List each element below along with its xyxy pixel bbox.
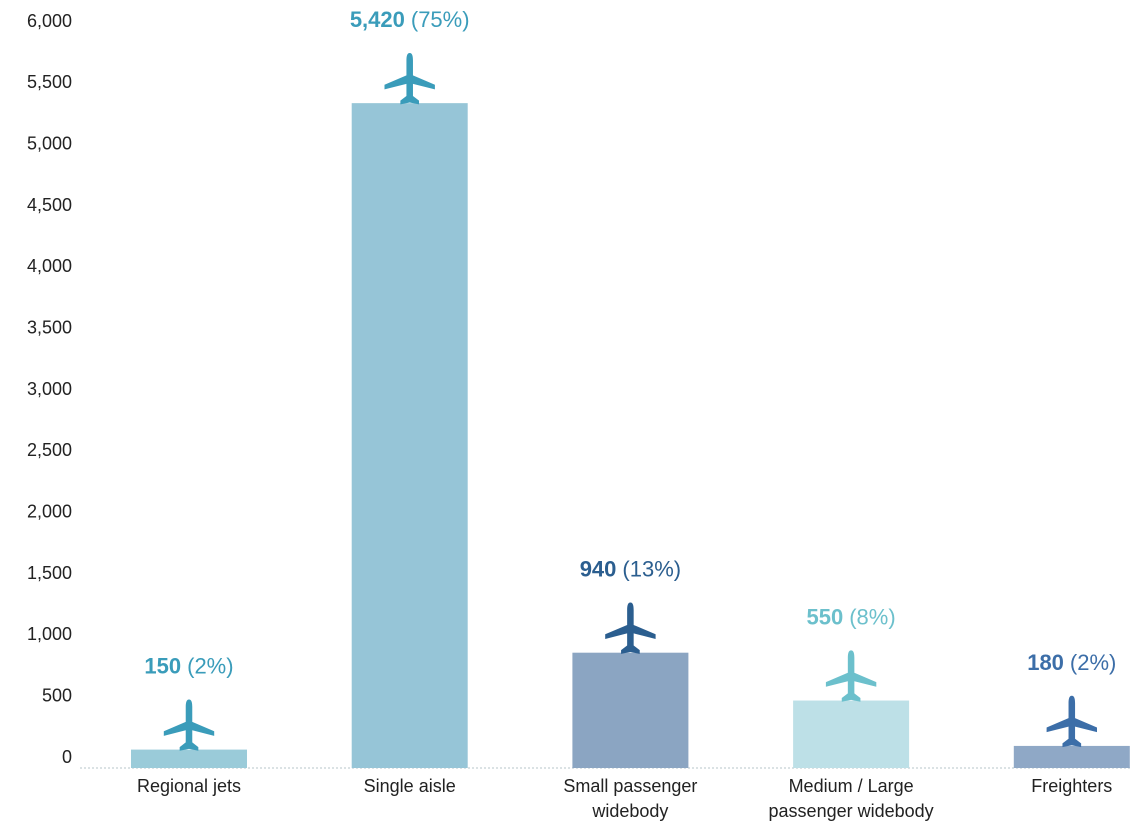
value-label: 180 (2%) <box>1027 650 1116 675</box>
y-tick-label: 3,000 <box>27 379 72 399</box>
bar <box>793 700 910 768</box>
value-label: 550 (8%) <box>807 604 896 629</box>
share-label: (2%) <box>187 653 233 678</box>
y-tick-label: 6,000 <box>27 11 72 31</box>
value-number: 5,420 <box>350 7 405 32</box>
x-tick-label: Medium / Large <box>789 776 914 796</box>
y-tick-label: 3,500 <box>27 317 72 337</box>
share-label: (2%) <box>1070 650 1116 675</box>
value-number: 550 <box>807 604 844 629</box>
value-number: 940 <box>580 557 617 582</box>
value-label: 5,420 (75%) <box>350 7 470 32</box>
value-number: 150 <box>144 653 181 678</box>
plane-icon <box>1046 695 1097 748</box>
x-tick-label: Freighters <box>1031 776 1112 796</box>
share-label: (8%) <box>849 604 895 629</box>
y-tick-label: 5,000 <box>27 133 72 153</box>
bar <box>131 749 247 768</box>
y-tick-label: 500 <box>42 685 72 705</box>
share-label: (75%) <box>411 7 470 32</box>
plane-icon <box>163 699 215 751</box>
x-tick-label: Small passenger <box>563 776 697 796</box>
plane-icon <box>605 602 656 654</box>
y-tick-label: 1,000 <box>27 624 72 644</box>
x-tick-label: widebody <box>591 801 668 821</box>
value-label: 150 (2%) <box>144 653 233 678</box>
value-label: 940 (13%) <box>580 557 681 582</box>
y-tick-label: 4,500 <box>27 195 72 215</box>
y-tick-label: 0 <box>62 747 72 767</box>
x-tick-label: Single aisle <box>364 776 456 796</box>
bar <box>572 652 689 768</box>
share-label: (13%) <box>622 557 681 582</box>
y-tick-label: 2,000 <box>27 501 72 521</box>
plane-icon <box>825 650 877 702</box>
plane-icon <box>384 53 435 105</box>
y-tick-label: 2,500 <box>27 440 72 460</box>
bar <box>1013 745 1130 768</box>
y-tick-label: 5,500 <box>27 72 72 92</box>
y-tick-label: 4,000 <box>27 256 72 276</box>
y-tick-label: 1,500 <box>27 563 72 583</box>
x-tick-label: passenger widebody <box>769 801 934 821</box>
x-tick-label: Regional jets <box>137 776 241 796</box>
value-number: 180 <box>1027 650 1064 675</box>
bar <box>351 103 468 768</box>
